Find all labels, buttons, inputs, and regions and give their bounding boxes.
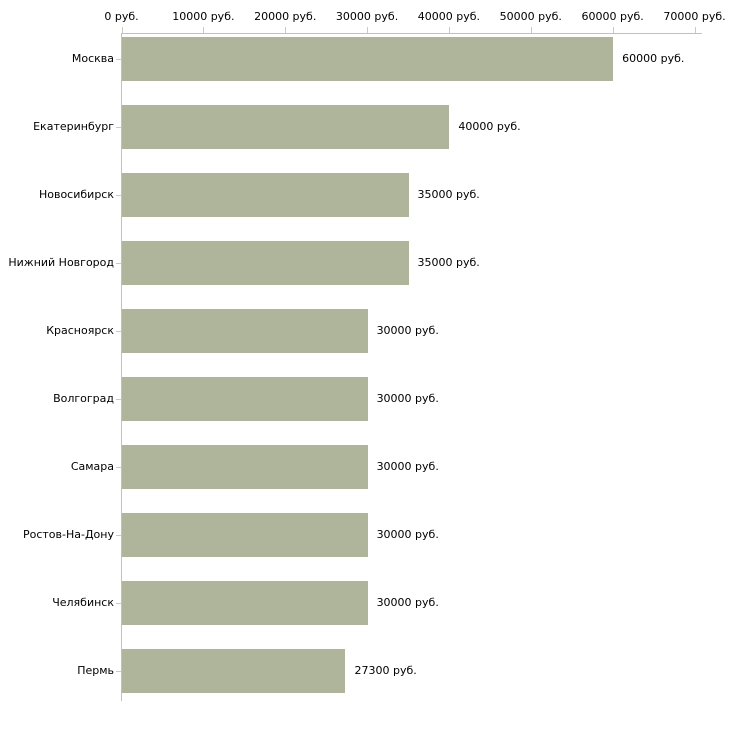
category-tick bbox=[116, 195, 121, 196]
category-tick bbox=[116, 467, 121, 468]
value-label: 30000 руб. bbox=[376, 392, 439, 405]
x-axis-tick bbox=[612, 27, 614, 33]
x-axis-tick-label: 20000 руб. bbox=[254, 10, 317, 23]
bar bbox=[122, 581, 368, 625]
x-axis-tick-label: 50000 руб. bbox=[499, 10, 562, 23]
category-tick bbox=[116, 263, 121, 264]
bar bbox=[122, 37, 614, 81]
x-axis-tick-label: 30000 руб. bbox=[335, 10, 399, 23]
bar bbox=[122, 377, 368, 421]
bar bbox=[122, 173, 409, 217]
value-label: 60000 руб. bbox=[622, 52, 685, 65]
x-axis-line bbox=[121, 33, 702, 34]
category-label: Красноярск bbox=[46, 324, 114, 337]
category-tick bbox=[116, 331, 121, 332]
x-axis-tick-label: 60000 руб. bbox=[581, 10, 644, 23]
x-axis-tick bbox=[448, 27, 450, 33]
x-axis-tick bbox=[121, 27, 123, 33]
category-tick bbox=[116, 59, 121, 60]
bar bbox=[122, 649, 346, 693]
category-label: Челябинск bbox=[52, 596, 114, 609]
bar bbox=[122, 445, 368, 489]
bar bbox=[122, 241, 409, 285]
x-axis-tick-label: 10000 руб. bbox=[172, 10, 235, 23]
category-tick bbox=[116, 535, 121, 536]
category-label: Волгоград bbox=[53, 392, 114, 405]
category-tick bbox=[116, 603, 121, 604]
x-axis-tick bbox=[367, 27, 369, 33]
bar bbox=[122, 105, 450, 149]
y-axis-line bbox=[121, 33, 122, 701]
value-label: 35000 руб. bbox=[417, 188, 480, 201]
value-label: 30000 руб. bbox=[376, 324, 439, 337]
value-label: 30000 руб. bbox=[376, 596, 439, 609]
category-label: Новосибирск bbox=[38, 188, 114, 201]
category-label: Самара bbox=[70, 460, 114, 473]
x-axis-tick bbox=[203, 27, 205, 33]
category-tick bbox=[116, 671, 121, 672]
category-label: Нижний Новгород bbox=[8, 256, 114, 269]
x-axis-tick-label: 70000 руб. bbox=[663, 10, 726, 23]
category-tick bbox=[116, 399, 121, 400]
category-label: Пермь bbox=[77, 664, 114, 677]
x-axis-tick-label: 40000 руб. bbox=[417, 10, 481, 23]
bar bbox=[122, 309, 368, 353]
category-tick bbox=[116, 127, 121, 128]
category-label: Москва bbox=[71, 52, 114, 65]
x-axis-tick-label: 0 руб. bbox=[104, 10, 139, 23]
value-label: 27300 руб. bbox=[354, 664, 417, 677]
value-label: 40000 руб. bbox=[458, 120, 521, 133]
bar bbox=[122, 513, 368, 557]
value-label: 35000 руб. bbox=[417, 256, 480, 269]
x-axis-tick bbox=[285, 27, 287, 33]
category-label: Ростов-На-Дону bbox=[22, 528, 114, 541]
x-axis-tick bbox=[694, 27, 696, 33]
value-label: 30000 руб. bbox=[376, 460, 439, 473]
category-label: Екатеринбург bbox=[33, 120, 114, 133]
value-label: 30000 руб. bbox=[376, 528, 439, 541]
x-axis-tick bbox=[530, 27, 532, 33]
